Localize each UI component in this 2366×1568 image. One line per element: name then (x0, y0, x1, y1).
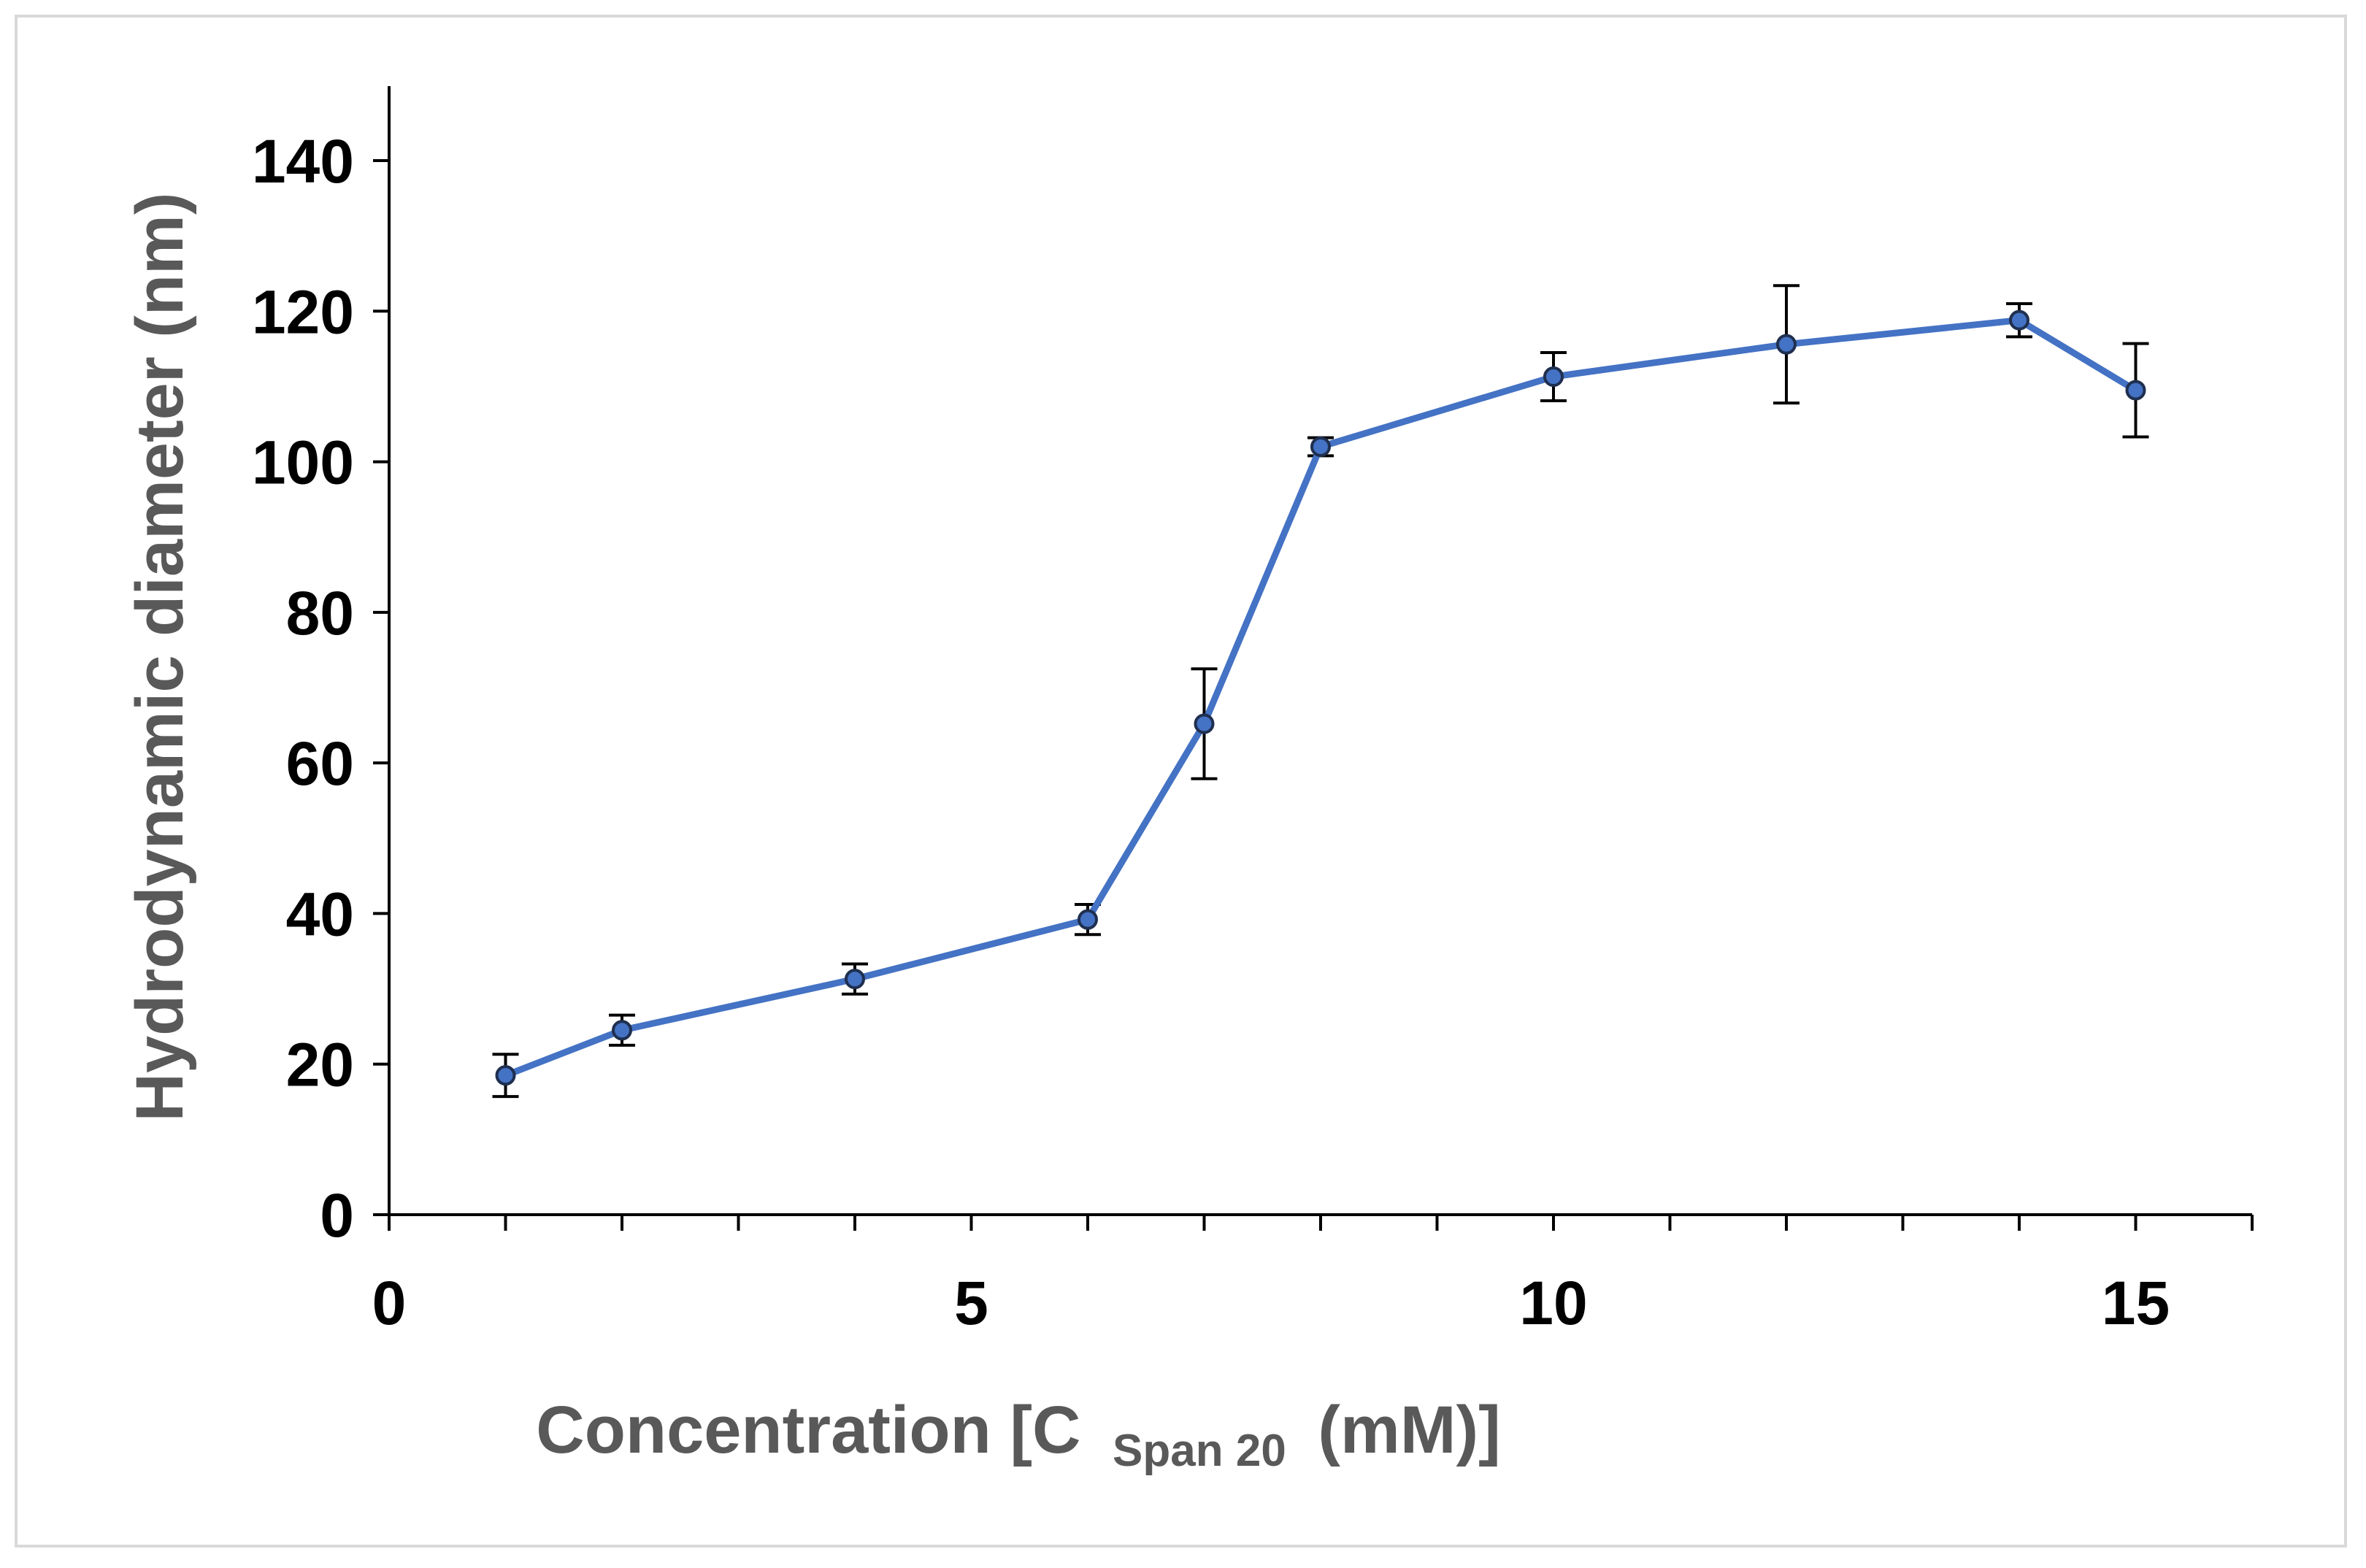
data-point (2009, 310, 2029, 331)
x-axis-title-main: Concentration [C (536, 1393, 1080, 1467)
data-point (845, 969, 865, 990)
y-tick-label: 40 (286, 880, 354, 948)
x-tick-label: 10 (1519, 1269, 1587, 1337)
y-tick-label: 140 (252, 127, 354, 196)
data-point (1194, 713, 1215, 734)
y-tick-label: 100 (252, 428, 354, 497)
data-point (1310, 436, 1331, 457)
data-point (2125, 380, 2146, 401)
y-tick-label: 120 (252, 277, 354, 346)
data-point (1543, 366, 1564, 388)
y-tick-label: 20 (286, 1031, 354, 1099)
x-tick-label: 5 (954, 1269, 988, 1337)
data-point (612, 1020, 632, 1041)
axes: 0 20 40 60 80 100 120 140 0 5 10 15 (252, 86, 2254, 1337)
y-tick-label: 60 (286, 729, 354, 798)
y-axis-title: Hydrodynamic diameter (nm) (123, 193, 197, 1122)
x-tick-label: 15 (2102, 1269, 2170, 1337)
x-tick-label: 0 (372, 1269, 407, 1337)
x-axis-title-suffix: (mM)] (1318, 1393, 1500, 1467)
data-point (1776, 334, 1797, 355)
error-bars (492, 284, 2149, 1099)
x-axis-title: Concentration [C Span 20 (mM)] (536, 1393, 1500, 1480)
y-tick-label: 80 (286, 579, 354, 647)
data-point (1078, 909, 1098, 930)
series-line (502, 317, 2139, 1079)
y-tick-label: 0 (320, 1181, 354, 1250)
chart-frame (15, 15, 2347, 1548)
x-axis-title-subscript: Span 20 (1113, 1426, 1286, 1476)
data-point (495, 1065, 516, 1086)
data-series (495, 310, 2146, 1086)
